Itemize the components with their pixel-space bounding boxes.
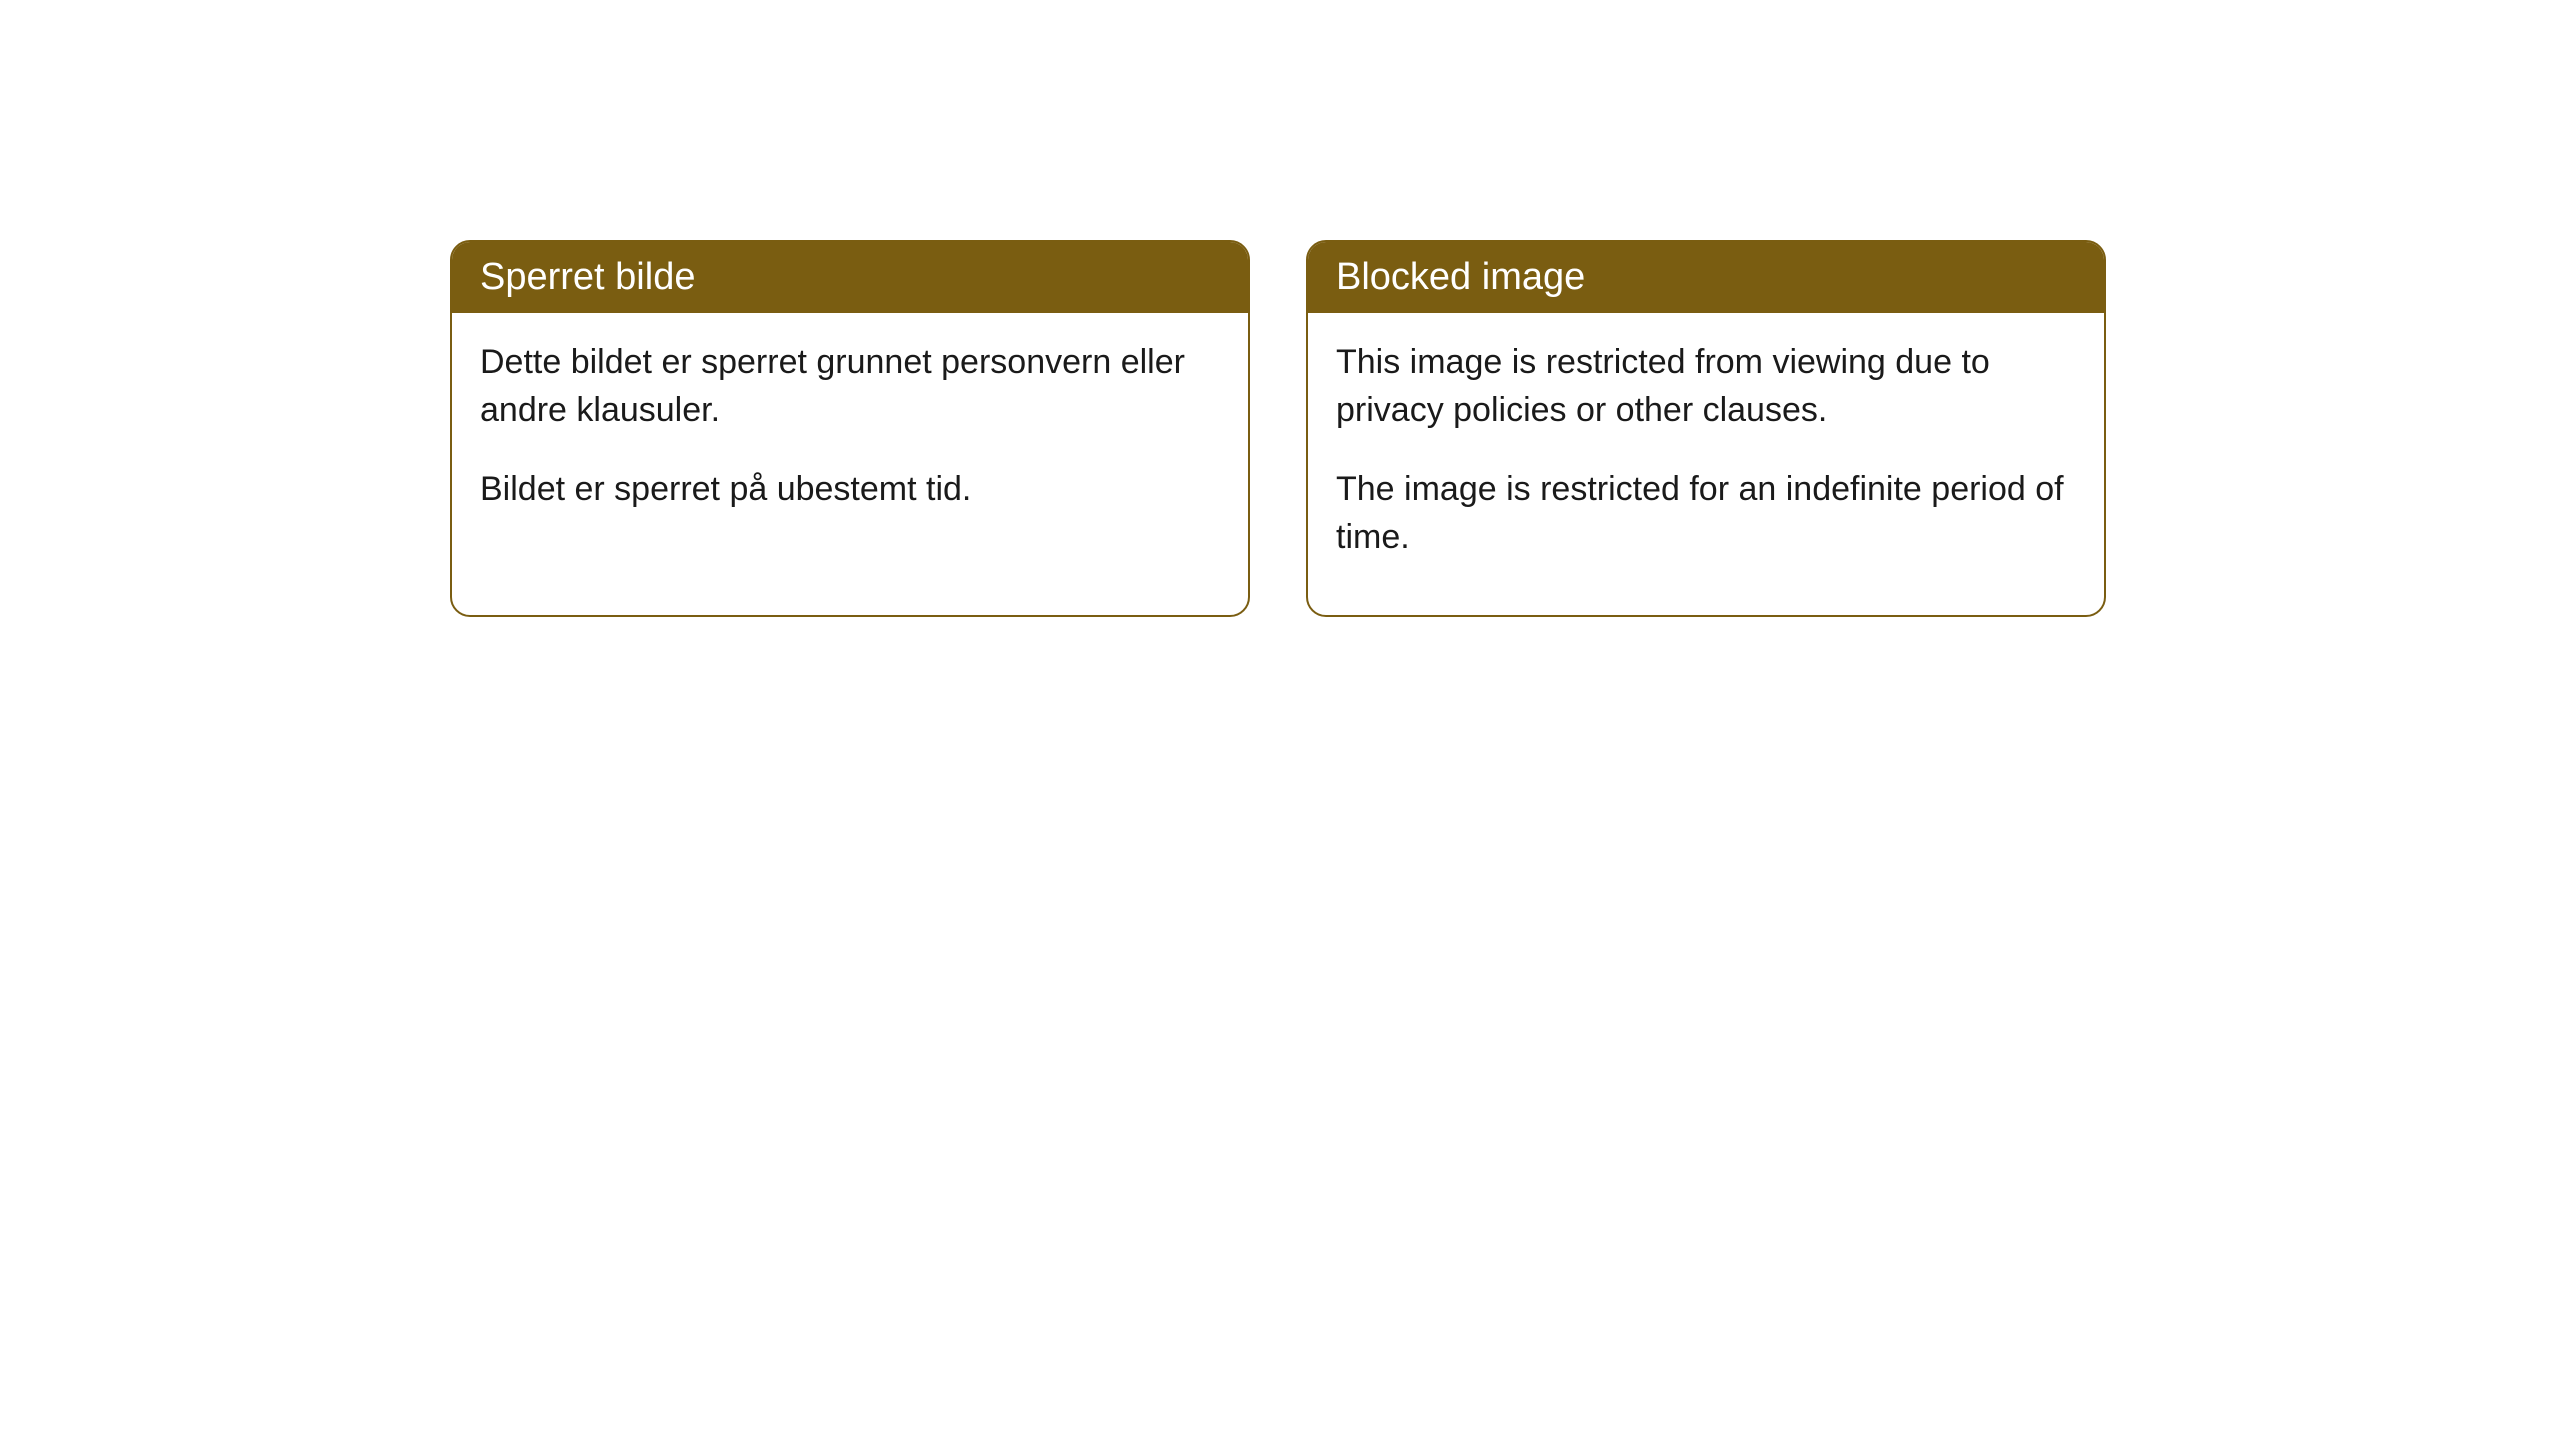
cards-container: Sperret bilde Dette bildet er sperret gr…	[450, 240, 2106, 617]
card-paragraph-2-english: The image is restricted for an indefinit…	[1336, 466, 2076, 561]
card-header-norwegian: Sperret bilde	[452, 242, 1248, 313]
card-paragraph-2-norwegian: Bildet er sperret på ubestemt tid.	[480, 466, 1220, 514]
blocked-image-card-english: Blocked image This image is restricted f…	[1306, 240, 2106, 617]
card-title-norwegian: Sperret bilde	[480, 256, 695, 298]
blocked-image-card-norwegian: Sperret bilde Dette bildet er sperret gr…	[450, 240, 1250, 617]
card-paragraph-1-norwegian: Dette bildet er sperret grunnet personve…	[480, 339, 1220, 434]
card-body-norwegian: Dette bildet er sperret grunnet personve…	[452, 313, 1248, 568]
card-body-english: This image is restricted from viewing du…	[1308, 313, 2104, 615]
card-title-english: Blocked image	[1336, 256, 1585, 298]
card-paragraph-1-english: This image is restricted from viewing du…	[1336, 339, 2076, 434]
card-header-english: Blocked image	[1308, 242, 2104, 313]
